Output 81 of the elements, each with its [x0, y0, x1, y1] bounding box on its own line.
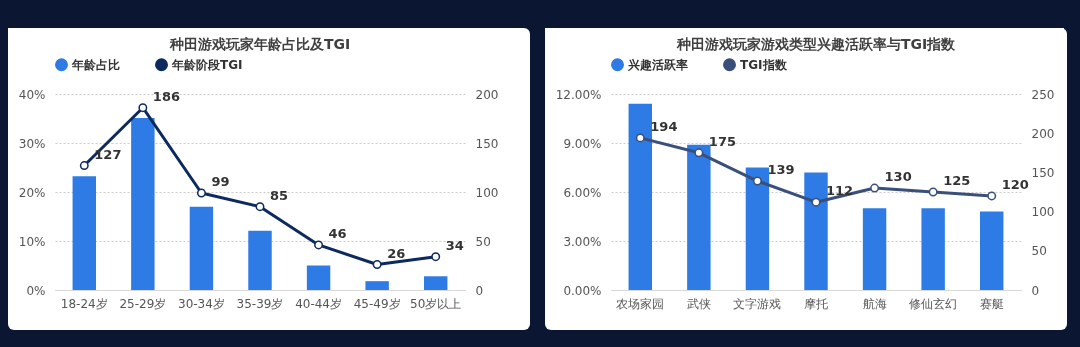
point: [138, 103, 148, 113]
y2-tick-label: 100: [1031, 205, 1055, 220]
point: [255, 202, 265, 212]
bar: [921, 208, 945, 290]
chart-title: 种田游戏玩家游戏类型兴趣活跃率与TGI指数: [675, 36, 957, 52]
bar: [248, 230, 272, 290]
data-label: 26: [387, 245, 406, 261]
y2-tick-label: 0: [475, 283, 484, 298]
y-tick-label: 30%: [18, 136, 46, 151]
x-tick-label: 摩托: [804, 296, 828, 311]
x-tick-label: 文字游戏: [733, 296, 782, 311]
y-tick-label: 20%: [18, 185, 46, 200]
y-tick-label: 9.00%: [563, 136, 602, 151]
data-label: 99: [211, 173, 230, 189]
y2-tick-label: 100: [475, 185, 499, 200]
data-label: 186: [152, 88, 180, 104]
bar: [131, 118, 155, 290]
x-tick-label: 25-29岁: [119, 296, 167, 311]
y-tick-label: 10%: [18, 234, 46, 249]
point: [928, 187, 938, 197]
bar: [687, 144, 711, 290]
point: [314, 240, 324, 250]
bar: [628, 103, 652, 290]
point: [635, 133, 645, 143]
x-tick-label: 50岁以上: [410, 296, 462, 311]
bar: [980, 211, 1004, 290]
point: [811, 197, 821, 207]
point: [752, 176, 762, 186]
x-tick-label: 30-34岁: [177, 296, 225, 311]
y2-tick-label: 250: [1031, 87, 1055, 102]
x-tick-label: 45-49岁: [353, 296, 401, 311]
bar: [424, 276, 448, 290]
x-tick-label: 40-44岁: [295, 296, 343, 311]
y-tick-label: 0%: [26, 283, 46, 298]
data-label: 125: [943, 173, 971, 188]
legend-label: 兴趣活跃率: [627, 57, 688, 72]
point: [431, 252, 441, 262]
y2-tick-label: 50: [475, 234, 491, 249]
data-label: 127: [94, 146, 122, 162]
y-tick-label: 40%: [18, 87, 46, 102]
point: [987, 191, 997, 201]
y-tick-label: 3.00%: [563, 234, 602, 249]
y-tick-label: 12.00%: [555, 87, 602, 102]
x-tick-label: 修仙玄幻: [909, 296, 958, 311]
data-label: 46: [328, 225, 347, 241]
y-tick-label: 0.00%: [563, 283, 602, 298]
legend-label: TGI指数: [740, 57, 788, 72]
x-tick-label: 18-24岁: [60, 296, 108, 311]
bar: [862, 208, 887, 290]
bar: [189, 206, 214, 290]
y-tick-label: 6.00%: [563, 185, 602, 200]
bar: [306, 265, 331, 290]
y2-tick-label: 0: [1031, 283, 1040, 298]
bar: [365, 281, 389, 290]
data-label: 85: [270, 187, 289, 203]
y2-tick-label: 150: [475, 136, 499, 151]
data-label: 120: [1001, 176, 1029, 192]
point: [196, 188, 206, 198]
x-tick-label: 武侠: [686, 296, 711, 311]
bar: [72, 176, 96, 290]
x-tick-label: 35-39岁: [236, 296, 284, 311]
legend-label: 年龄占比: [71, 57, 120, 72]
legend-label: 年龄阶段TGI: [171, 57, 243, 72]
data-label: 175: [708, 133, 736, 149]
y2-tick-label: 150: [1031, 165, 1055, 180]
x-tick-label: 农场家园: [616, 296, 665, 311]
y2-tick-label: 200: [1031, 126, 1055, 141]
x-tick-label: 赛艇: [979, 296, 1004, 311]
y2-tick-label: 200: [475, 87, 499, 102]
chart-title: 种田游戏玩家年龄占比及TGI: [168, 36, 351, 52]
data-label: 130: [884, 169, 912, 185]
data-label: 139: [767, 162, 795, 178]
point: [372, 260, 382, 269]
bar: [745, 167, 770, 290]
point: [694, 148, 704, 158]
bar: [804, 172, 828, 290]
data-label: 34: [445, 237, 464, 253]
point: [79, 161, 89, 170]
y2-tick-label: 50: [1031, 244, 1047, 259]
point: [870, 183, 880, 193]
x-tick-label: 航海: [862, 296, 887, 311]
